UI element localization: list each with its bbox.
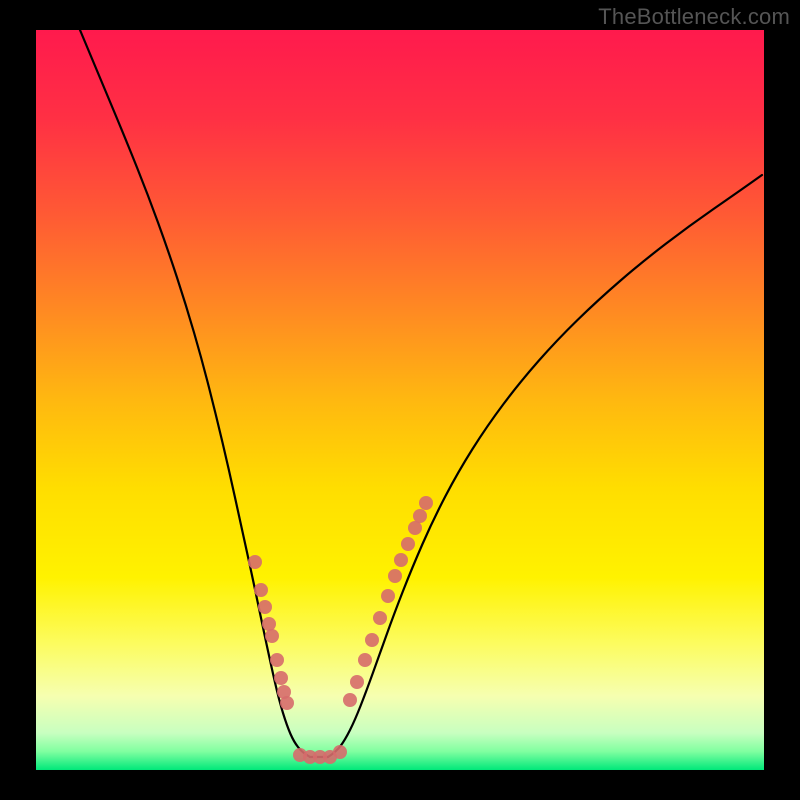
data-marker <box>394 553 408 567</box>
data-marker <box>248 555 262 569</box>
plot-background <box>36 30 764 770</box>
data-marker <box>401 537 415 551</box>
data-marker <box>333 745 347 759</box>
data-marker <box>413 509 427 523</box>
data-marker <box>408 521 422 535</box>
data-marker <box>258 600 272 614</box>
chart-svg <box>0 0 800 800</box>
data-marker <box>280 696 294 710</box>
data-marker <box>343 693 357 707</box>
data-marker <box>262 617 276 631</box>
data-marker <box>381 589 395 603</box>
data-marker <box>350 675 364 689</box>
data-marker <box>270 653 284 667</box>
data-marker <box>274 671 288 685</box>
data-marker <box>365 633 379 647</box>
data-marker <box>358 653 372 667</box>
chart-container: TheBottleneck.com <box>0 0 800 800</box>
data-marker <box>373 611 387 625</box>
data-marker <box>388 569 402 583</box>
data-marker <box>419 496 433 510</box>
data-marker <box>254 583 268 597</box>
data-marker <box>265 629 279 643</box>
